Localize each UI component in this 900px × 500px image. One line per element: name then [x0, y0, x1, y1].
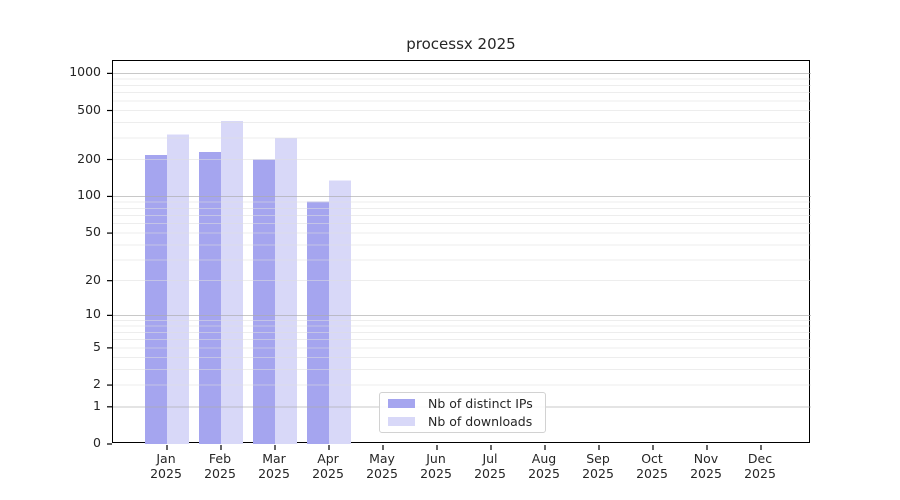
y-tick-label-0: 0 [93, 435, 101, 450]
bar-distinct-ips-feb [199, 152, 221, 444]
x-tick-label-nov: Nov 2025 [690, 451, 722, 481]
bar-chart-canvas [107, 72, 811, 450]
x-tick-label-apr: Apr 2025 [312, 451, 344, 481]
y-tick-label-500: 500 [77, 101, 101, 117]
bar-distinct-ips-jan [145, 155, 167, 444]
y-tick-label-200: 200 [77, 150, 101, 166]
x-tick-label-dec: Dec 2025 [744, 451, 776, 481]
legend-swatch-distinct-ips [388, 399, 415, 408]
x-tick-label-feb: Feb 2025 [204, 451, 236, 481]
x-tick-label-mar: Mar 2025 [258, 451, 290, 481]
x-tick-label-jul: Jul 2025 [474, 451, 506, 481]
bar-downloads-mar [275, 137, 297, 444]
bar-distinct-ips-mar [253, 159, 275, 444]
y-tick-label-20: 20 [85, 271, 101, 287]
chart-title: processx 2025 [406, 35, 516, 53]
legend: Nb of distinct IPs Nb of downloads [379, 392, 546, 433]
bar-downloads-feb [221, 121, 243, 444]
x-tick-label-may: May 2025 [366, 451, 398, 481]
bar-distinct-ips-apr [307, 201, 329, 444]
bar-downloads-apr [329, 180, 351, 444]
legend-label-downloads: Nb of downloads [428, 414, 533, 429]
y-tick-label-100: 100 [77, 187, 101, 203]
x-tick-label-sep: Sep 2025 [582, 451, 614, 481]
plot-area [107, 60, 811, 450]
legend-swatch-downloads [388, 417, 415, 426]
y-tick-label-10: 10 [85, 306, 101, 322]
y-tick-label-1000: 1000 [69, 64, 101, 80]
y-tick-label-5: 5 [93, 338, 101, 354]
legend-item-distinct-ips: Nb of distinct IPs [380, 396, 545, 411]
y-tick-label-50: 50 [85, 224, 101, 240]
x-tick-label-oct: Oct 2025 [636, 451, 668, 481]
legend-item-downloads: Nb of downloads [380, 414, 545, 429]
y-tick-label-1: 1 [93, 397, 101, 413]
x-tick-label-jan: Jan 2025 [150, 451, 182, 481]
x-tick-label-jun: Jun 2025 [420, 451, 452, 481]
x-tick-label-aug: Aug 2025 [528, 451, 560, 481]
legend-label-distinct-ips: Nb of distinct IPs [428, 396, 533, 411]
y-tick-label-2: 2 [93, 376, 101, 392]
bar-downloads-jan [167, 134, 189, 444]
